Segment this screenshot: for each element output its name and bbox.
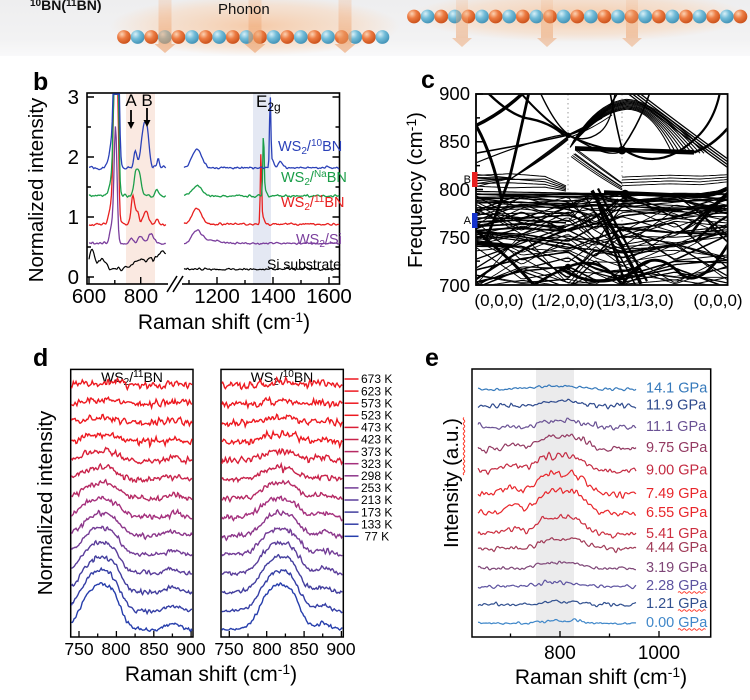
- svg-text:b: b: [33, 68, 48, 96]
- svg-text:(1/2,0,0): (1/2,0,0): [531, 291, 594, 310]
- svg-text:Raman shift (cm-1): Raman shift (cm-1): [125, 661, 297, 686]
- svg-text:B: B: [464, 174, 471, 186]
- svg-text:d: d: [33, 344, 48, 372]
- svg-text:800: 800: [252, 639, 281, 659]
- svg-text:14.1 GPa: 14.1 GPa: [646, 381, 708, 397]
- svg-text:10BN(11BN): 10BN(11BN): [30, 0, 101, 13]
- svg-text:(1/3,1/3,0): (1/3,1/3,0): [596, 291, 674, 310]
- svg-text:WS2/Si: WS2/Si: [296, 232, 342, 250]
- svg-text:298 K: 298 K: [361, 469, 392, 483]
- svg-text:WS2/11BN: WS2/11BN: [101, 369, 163, 388]
- svg-text:11.1 GPa: 11.1 GPa: [646, 419, 707, 435]
- svg-text:750: 750: [214, 639, 243, 659]
- svg-text:373 K: 373 K: [361, 445, 392, 459]
- svg-text:423 K: 423 K: [361, 433, 392, 447]
- svg-text:5.41 GPa: 5.41 GPa: [646, 526, 708, 542]
- svg-text:3: 3: [68, 86, 79, 109]
- svg-text:6.55 GPa: 6.55 GPa: [646, 505, 708, 521]
- svg-text:B: B: [141, 91, 152, 110]
- svg-text:Phonon: Phonon: [218, 1, 270, 18]
- svg-text:(0,0,0): (0,0,0): [693, 291, 742, 310]
- svg-text:800: 800: [439, 179, 470, 200]
- svg-text:1400: 1400: [250, 285, 296, 308]
- svg-text:9.00 GPa: 9.00 GPa: [646, 463, 708, 479]
- svg-text:850: 850: [439, 131, 470, 152]
- svg-text:77 K: 77 K: [365, 530, 390, 544]
- svg-text:Normalized intensity: Normalized intensity: [34, 410, 57, 595]
- svg-text:Normalized intensity: Normalized intensity: [25, 97, 48, 282]
- svg-text:1.21 GPa: 1.21 GPa: [646, 596, 708, 612]
- svg-text:850: 850: [139, 639, 168, 659]
- svg-text:900: 900: [439, 83, 470, 104]
- svg-text:A: A: [464, 215, 472, 227]
- svg-text:WS2/11BN: WS2/11BN: [281, 194, 345, 213]
- svg-text:900: 900: [326, 639, 355, 659]
- svg-text:800: 800: [544, 643, 576, 664]
- svg-text:Si substrate: Si substrate: [267, 256, 341, 272]
- svg-text:323 K: 323 K: [361, 457, 392, 471]
- svg-text:523 K: 523 K: [361, 409, 392, 423]
- svg-text:WS2/10BN: WS2/10BN: [251, 369, 314, 388]
- svg-text:1200: 1200: [194, 285, 240, 308]
- svg-text:1600: 1600: [306, 285, 352, 308]
- svg-text:133 K: 133 K: [361, 517, 392, 531]
- svg-text:1000: 1000: [638, 643, 680, 664]
- svg-text:c: c: [421, 66, 435, 94]
- svg-text:623 K: 623 K: [361, 384, 392, 398]
- svg-text:800: 800: [124, 285, 158, 308]
- svg-text:2: 2: [68, 146, 79, 169]
- svg-text:850: 850: [289, 639, 318, 659]
- svg-text:600: 600: [72, 285, 106, 308]
- svg-text:750: 750: [64, 639, 93, 659]
- svg-text:173 K: 173 K: [361, 505, 392, 519]
- svg-text:750: 750: [439, 227, 470, 248]
- svg-text:Raman shift (cm-1): Raman shift (cm-1): [515, 664, 687, 689]
- svg-text:0: 0: [68, 266, 79, 289]
- svg-text:900: 900: [176, 639, 205, 659]
- svg-text:WS2/NaBN: WS2/NaBN: [281, 169, 347, 188]
- svg-text:253 K: 253 K: [361, 481, 392, 495]
- svg-text:1: 1: [68, 206, 79, 229]
- svg-text:e: e: [425, 344, 439, 372]
- svg-text:WS2/10BN: WS2/10BN: [278, 138, 342, 157]
- svg-text:9.75 GPa: 9.75 GPa: [646, 440, 708, 456]
- svg-text:Intensity (a.u.): Intensity (a.u.): [440, 418, 463, 548]
- svg-text:573 K: 573 K: [361, 396, 392, 410]
- svg-text:700: 700: [439, 275, 470, 296]
- svg-text:Raman shift (cm-1): Raman shift (cm-1): [138, 309, 310, 334]
- svg-text:(0,0,0): (0,0,0): [474, 291, 523, 310]
- svg-text:2.28 GPa: 2.28 GPa: [646, 578, 708, 594]
- svg-text:11.9 GPa: 11.9 GPa: [646, 398, 707, 414]
- svg-text:213 K: 213 K: [361, 493, 392, 507]
- svg-text:7.49 GPa: 7.49 GPa: [646, 486, 708, 502]
- svg-text:A: A: [125, 91, 137, 110]
- svg-text:673 K: 673 K: [361, 372, 392, 386]
- svg-text:0.00 GPa: 0.00 GPa: [646, 615, 708, 631]
- svg-text:Frequency (cm-1): Frequency (cm-1): [403, 112, 427, 268]
- svg-text:473 K: 473 K: [361, 421, 392, 435]
- svg-text:800: 800: [101, 639, 130, 659]
- svg-text:3.19 GPa: 3.19 GPa: [646, 560, 708, 576]
- svg-text:4.44 GPa: 4.44 GPa: [646, 540, 708, 556]
